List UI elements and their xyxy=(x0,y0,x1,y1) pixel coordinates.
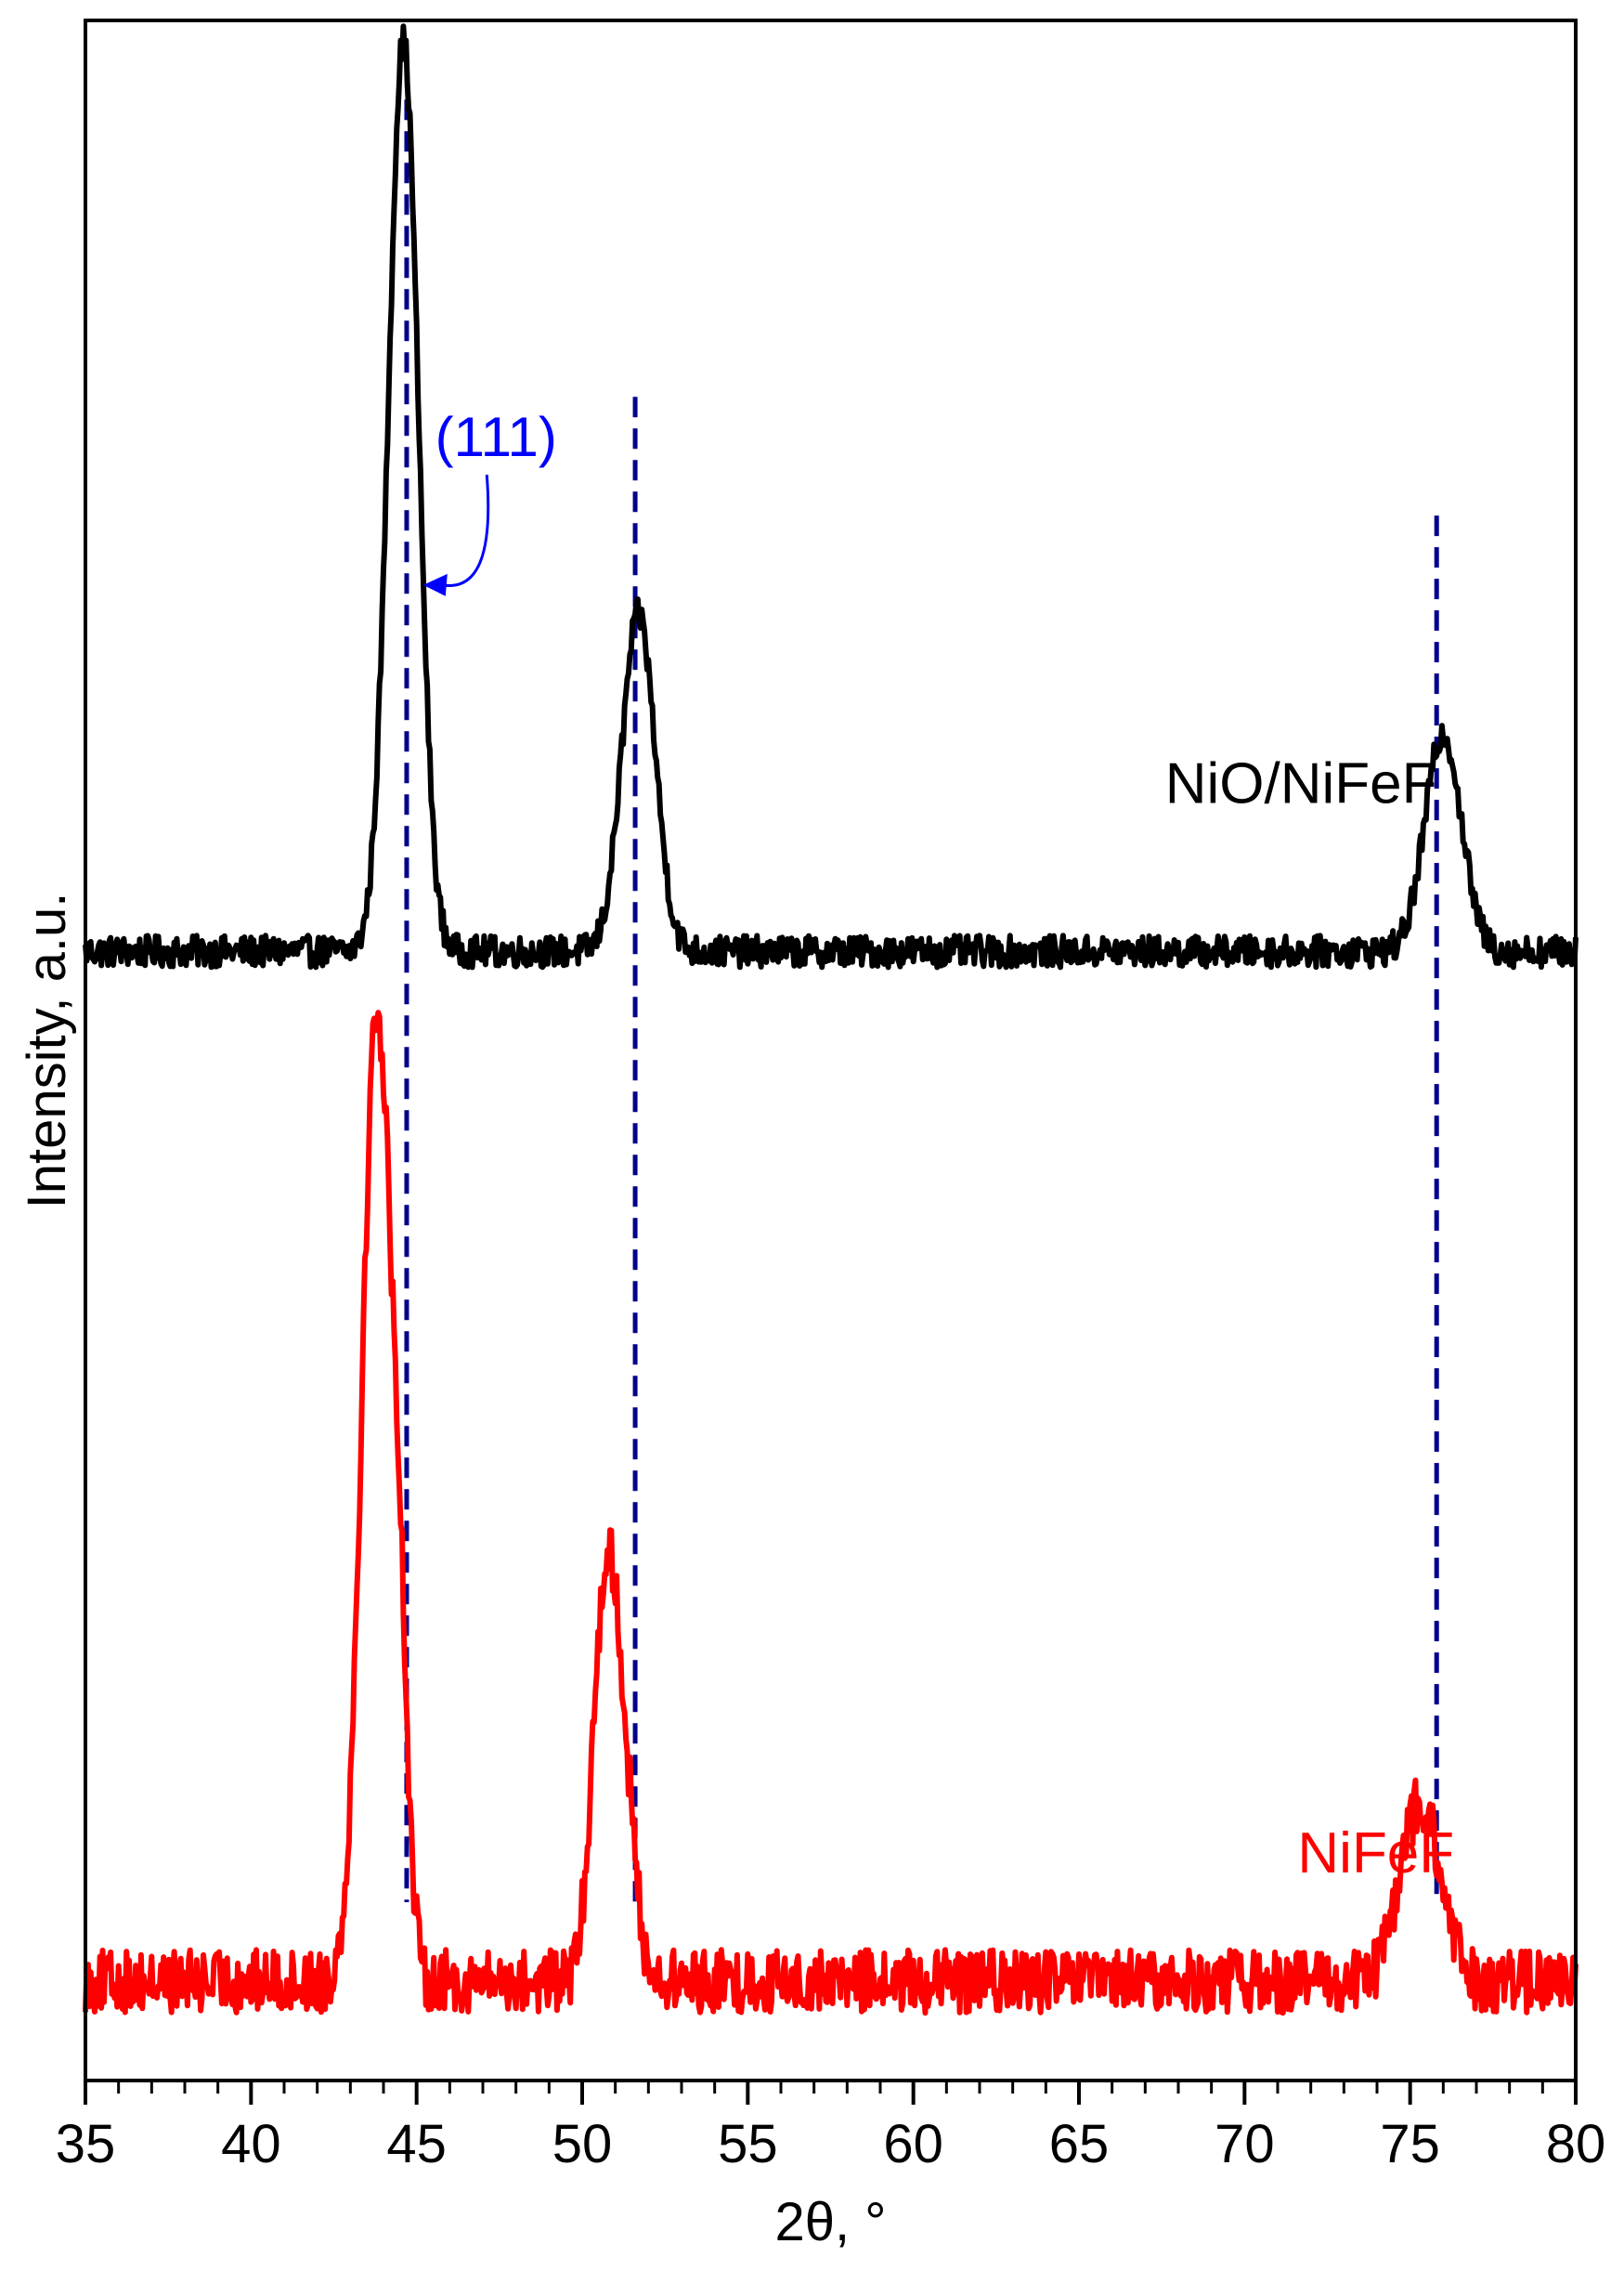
x-axis-ticks: 35 40 45 50 55 60 65 70 75 80 xyxy=(56,2081,1606,2174)
annotation-layer: (111) xyxy=(422,406,557,596)
reference-lines xyxy=(404,99,1439,1903)
y-axis-title: Intensity, a.u. xyxy=(17,893,77,1209)
x-tick-label: 55 xyxy=(718,2114,778,2174)
series-label-nifef: NiFeF xyxy=(1297,1821,1454,1885)
x-tick-label: 50 xyxy=(552,2114,613,2174)
series-line xyxy=(83,1010,1579,2016)
series-line xyxy=(83,23,1579,971)
x-tick-label: 35 xyxy=(56,2114,116,2174)
x-tick-label: 65 xyxy=(1049,2114,1110,2174)
x-axis-title: 2θ, ° xyxy=(775,2192,887,2252)
peak-annotation-111: (111) xyxy=(435,406,557,468)
x-tick-label: 45 xyxy=(386,2114,447,2174)
peak-annotation-arrowhead xyxy=(422,573,448,596)
x-tick-label: 60 xyxy=(883,2114,943,2174)
x-tick-label: 70 xyxy=(1215,2114,1275,2174)
x-tick-label: 40 xyxy=(221,2114,281,2174)
peak-annotation-arrow xyxy=(441,475,490,588)
series-layer xyxy=(83,23,1579,2016)
series-label-nio-nifef: NiO/NiFeF xyxy=(1165,751,1437,815)
plot-frame xyxy=(84,19,1578,2082)
x-tick-label: 75 xyxy=(1380,2114,1440,2174)
x-tick-label: 80 xyxy=(1546,2114,1606,2174)
